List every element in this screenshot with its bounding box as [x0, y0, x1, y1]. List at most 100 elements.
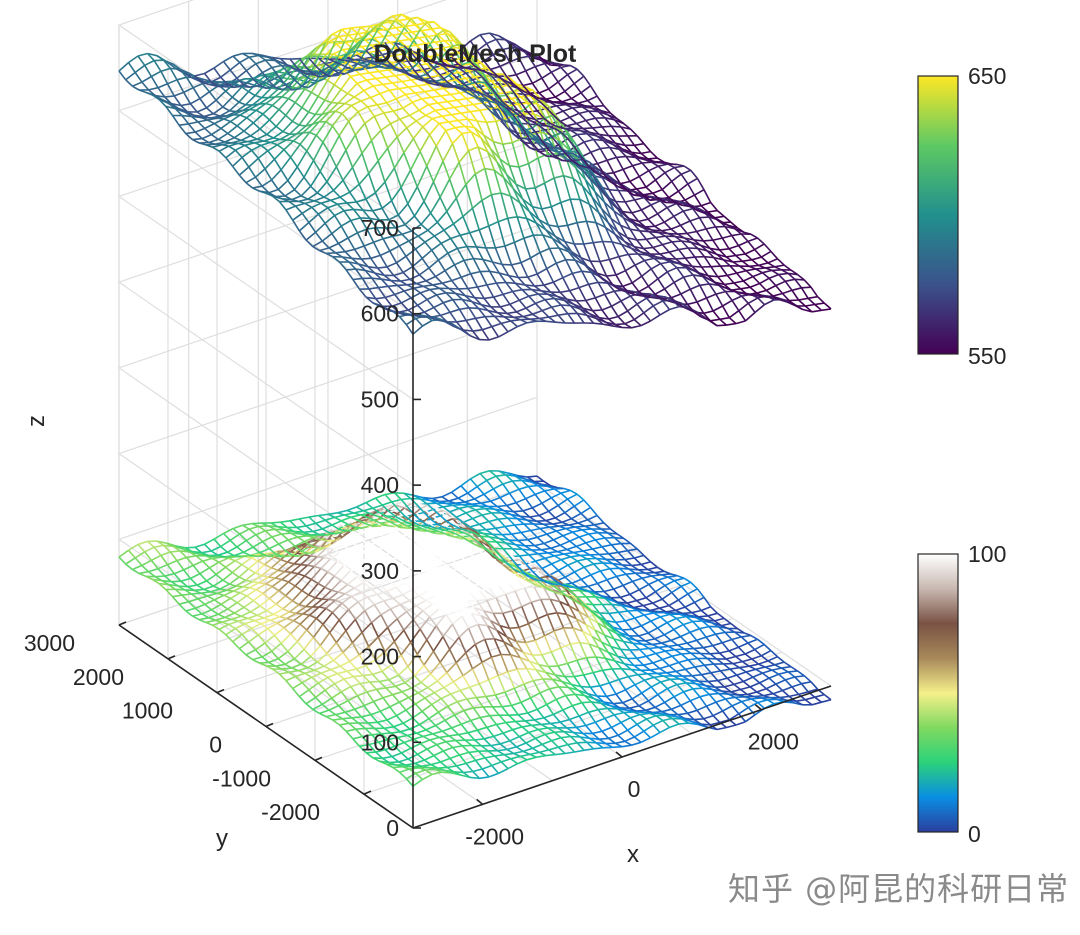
mesh-line — [319, 153, 331, 172]
mesh-line — [394, 492, 405, 495]
mesh-line — [528, 123, 537, 133]
mesh-line — [492, 296, 501, 308]
mesh-line — [537, 293, 546, 301]
mesh-line — [519, 88, 528, 94]
mesh-line — [147, 52, 158, 57]
mesh-line — [584, 264, 593, 273]
mesh-line — [313, 64, 325, 77]
mesh-line — [617, 135, 626, 146]
mesh-line — [392, 80, 402, 84]
mesh-line — [250, 149, 259, 159]
mesh-line — [166, 60, 174, 65]
mesh-line — [667, 232, 676, 238]
mesh-line — [594, 191, 606, 203]
mesh-line — [345, 46, 354, 56]
mesh-line — [304, 536, 315, 543]
mesh-line — [414, 511, 425, 516]
mesh-line — [433, 235, 442, 244]
mesh-line — [510, 122, 518, 126]
mesh-line — [594, 522, 604, 526]
mesh-line — [593, 175, 602, 186]
mesh-line — [405, 92, 416, 96]
mesh-line — [245, 572, 256, 581]
mesh-line — [702, 240, 711, 249]
mesh-line — [296, 525, 307, 529]
mesh-line — [199, 617, 209, 621]
mesh-line — [395, 67, 403, 73]
mesh-line — [505, 282, 514, 292]
mesh-line — [252, 656, 263, 661]
mesh-line — [200, 116, 208, 121]
mesh-line — [204, 67, 215, 75]
mesh-line — [432, 61, 440, 66]
mesh-line — [144, 546, 155, 553]
mesh-line — [706, 293, 717, 299]
mesh-line — [227, 546, 238, 553]
mesh-line — [430, 96, 439, 104]
mesh-line — [298, 594, 310, 606]
mesh-line — [555, 262, 564, 279]
mesh-line — [385, 64, 393, 69]
mesh-line — [401, 13, 409, 20]
mesh-line — [441, 491, 452, 498]
mesh-line — [581, 270, 592, 274]
mesh-line — [573, 83, 582, 94]
mesh-line — [499, 61, 510, 68]
mesh-line — [180, 104, 189, 113]
mesh-line — [645, 179, 656, 188]
mesh-line — [387, 69, 396, 77]
mesh-line — [417, 569, 428, 574]
mesh-line — [598, 212, 607, 228]
mesh-line — [463, 329, 473, 332]
mesh-line — [519, 318, 528, 324]
mesh-line — [212, 579, 224, 587]
mesh-line — [518, 55, 529, 59]
mesh-line — [525, 302, 536, 309]
mesh-line — [621, 243, 630, 255]
mesh-line — [640, 152, 649, 160]
mesh-line — [577, 102, 586, 107]
mesh-line — [125, 71, 136, 81]
mesh-line — [563, 299, 572, 307]
mesh-line — [181, 115, 190, 125]
mesh-line — [194, 543, 205, 549]
mesh-line — [665, 296, 673, 301]
mesh-line — [638, 583, 650, 591]
mesh-line — [317, 213, 326, 224]
mesh-line — [530, 527, 541, 532]
mesh-line — [294, 79, 303, 87]
mesh-line — [611, 241, 620, 257]
mesh-line — [292, 219, 301, 232]
mesh-line — [341, 112, 350, 122]
mesh-line — [410, 79, 419, 87]
mesh-line — [577, 558, 588, 562]
mesh-line — [525, 218, 535, 236]
mesh-line — [429, 59, 437, 63]
mesh-line — [505, 39, 513, 48]
mesh-line — [517, 110, 526, 118]
mesh-line — [536, 103, 547, 111]
mesh-line — [271, 87, 279, 91]
mesh-line — [322, 611, 334, 625]
mesh-line — [473, 102, 483, 106]
mesh-line — [659, 253, 667, 260]
mesh-line — [208, 141, 216, 145]
mesh-line — [410, 51, 419, 61]
mesh-line — [215, 566, 227, 576]
mesh-line — [611, 542, 622, 546]
mesh-line — [437, 102, 446, 110]
mesh-line — [501, 320, 511, 325]
mesh-line — [539, 526, 550, 530]
mesh-line — [632, 222, 641, 232]
mesh-line — [466, 118, 475, 128]
mesh-line — [415, 114, 427, 122]
mesh-line — [731, 235, 740, 247]
mesh-line — [508, 275, 517, 284]
mesh-line — [382, 572, 393, 577]
mesh-line — [394, 562, 405, 567]
mesh-line — [417, 16, 425, 25]
mesh-line — [548, 314, 559, 318]
mesh-line — [664, 172, 673, 182]
mesh-line — [312, 528, 323, 533]
mesh-line — [522, 313, 533, 318]
